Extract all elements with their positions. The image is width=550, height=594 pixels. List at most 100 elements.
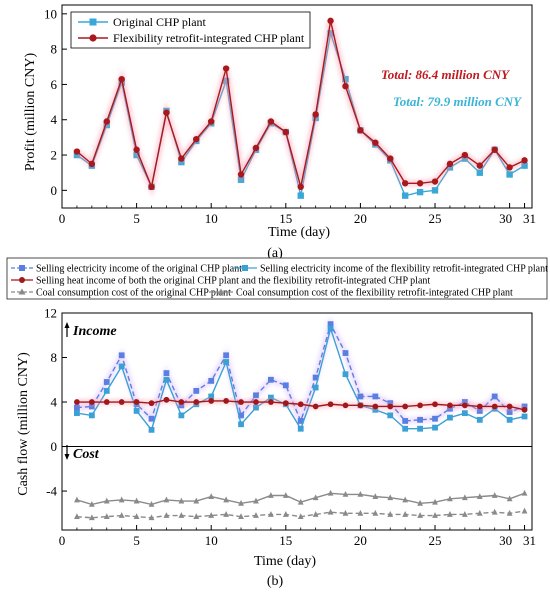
panel-a-frame <box>61 4 533 209</box>
x-tick-label: 10 <box>205 533 218 548</box>
data-point <box>476 162 483 169</box>
data-point <box>312 374 319 381</box>
data-point <box>133 399 140 405</box>
income-arrow-icon <box>64 322 70 337</box>
panel-a-legend: Original CHP plant Flexibility retrofit-… <box>70 11 311 49</box>
panel-b-ticks-layer: 0 5 10 15 20 25 30 31 -4 0 4 8 12 <box>44 306 536 549</box>
data-point <box>88 160 96 168</box>
data-point <box>417 402 423 409</box>
data-point <box>327 325 334 332</box>
data-point <box>133 513 140 520</box>
legend-label-elec-original: Selling electricity income of the origin… <box>36 264 242 275</box>
data-point <box>506 171 513 178</box>
x-tick-label: 30 <box>499 211 512 226</box>
x-tick-label: 5 <box>133 211 140 226</box>
data-point <box>193 387 200 394</box>
data-point <box>327 401 334 408</box>
data-point <box>327 508 334 515</box>
data-point <box>297 498 304 505</box>
data-point <box>223 496 230 503</box>
data-point <box>461 399 468 405</box>
data-point <box>521 507 528 514</box>
x-tick-label: 30 <box>499 533 512 548</box>
x-tick-label: 15 <box>279 211 292 226</box>
annotation-total-flexibility: Total: 86.4 million CNY <box>381 67 510 82</box>
data-point <box>357 509 364 516</box>
data-point <box>476 509 483 516</box>
data-point <box>223 359 230 365</box>
data-point <box>476 408 483 414</box>
data-point <box>401 192 409 199</box>
x-tick-label: 20 <box>354 211 367 226</box>
data-point <box>267 376 274 383</box>
data-point <box>417 499 423 506</box>
data-point <box>252 144 260 152</box>
data-point <box>506 509 513 516</box>
data-point <box>387 511 394 517</box>
data-point <box>491 393 498 400</box>
data-point <box>88 514 95 521</box>
x-tick-label: 31 <box>523 211 536 226</box>
data-point <box>237 171 245 178</box>
data-point <box>118 363 125 370</box>
y-tick-label: 12 <box>44 306 57 321</box>
data-point <box>148 426 155 433</box>
data-point <box>387 412 394 419</box>
data-point <box>178 402 185 409</box>
data-point <box>402 403 409 410</box>
data-point <box>387 400 394 407</box>
y-tick-label: -4 <box>46 484 57 499</box>
data-point <box>447 495 453 502</box>
data-point <box>417 416 423 423</box>
x-tick-label: 5 <box>133 533 140 548</box>
x-tick-label: 15 <box>279 533 292 548</box>
data-point <box>103 513 110 520</box>
series-1 <box>73 17 528 198</box>
data-point <box>118 399 125 405</box>
panel-a-x-axis-title: Time (day) <box>268 225 330 240</box>
data-point <box>118 496 125 503</box>
data-point <box>267 399 274 405</box>
data-point <box>417 425 423 432</box>
data-point <box>447 405 453 412</box>
legend-label-coal-flex: Coal consumption cost of the flexibility… <box>236 288 513 299</box>
data-point <box>297 401 304 408</box>
data-point <box>491 403 498 410</box>
series-0 <box>74 315 528 430</box>
data-point <box>238 513 244 520</box>
data-point <box>208 512 215 518</box>
data-point <box>506 409 513 415</box>
data-point <box>357 393 364 400</box>
data-point <box>521 406 528 413</box>
data-point <box>193 135 200 143</box>
data-point <box>178 412 185 419</box>
data-point <box>461 410 468 417</box>
data-point <box>521 157 528 164</box>
data-point <box>402 425 409 432</box>
panel-b-caption: (b) <box>267 574 284 589</box>
data-point <box>357 127 364 134</box>
panel-a-caption: (a) <box>267 246 283 261</box>
data-point <box>417 512 423 518</box>
data-point <box>432 498 438 505</box>
series-2 <box>74 396 528 413</box>
data-point <box>476 416 483 423</box>
data-point <box>148 415 155 422</box>
data-point <box>387 155 394 162</box>
data-point <box>312 494 319 501</box>
data-point <box>253 404 259 411</box>
x-tick-label: 31 <box>523 533 536 548</box>
legend-label-original: Original CHP plant <box>113 15 207 29</box>
data-point <box>133 146 140 153</box>
data-point <box>447 414 453 421</box>
data-point <box>431 178 439 185</box>
data-point <box>447 511 453 517</box>
data-point <box>103 118 110 125</box>
data-point <box>282 382 289 389</box>
data-point <box>267 492 274 498</box>
legend-swatch-coal-flex <box>209 288 233 295</box>
data-point <box>372 139 379 146</box>
data-point <box>238 421 244 428</box>
data-point <box>521 413 528 420</box>
data-point <box>267 394 274 401</box>
